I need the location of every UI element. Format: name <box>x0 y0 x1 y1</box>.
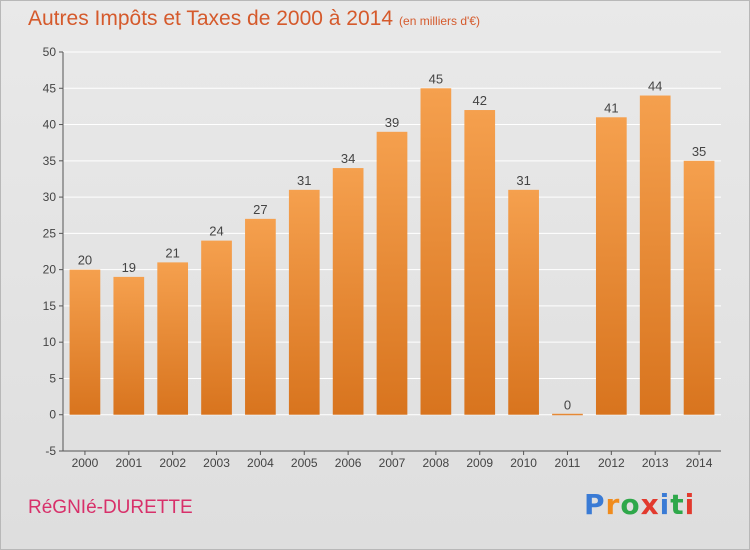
value-label-2001: 19 <box>122 260 136 275</box>
bar-2003 <box>201 240 232 415</box>
x-tick-label-2004: 2004 <box>247 456 274 470</box>
x-tick-label-2009: 2009 <box>466 456 493 470</box>
value-label-2006: 34 <box>341 151 355 166</box>
title-unit: (en milliers d'€) <box>399 14 481 28</box>
x-tick-label-2001: 2001 <box>115 456 142 470</box>
x-tick-label-2011: 2011 <box>555 456 581 470</box>
logo-letter: i <box>659 488 671 521</box>
x-tick-label-2007: 2007 <box>379 456 406 470</box>
value-label-2012: 41 <box>604 100 618 115</box>
x-tick-label-2006: 2006 <box>335 456 362 470</box>
bar-2006 <box>332 168 364 415</box>
y-tick-label: 0 <box>49 408 56 422</box>
x-tick-label-2010: 2010 <box>510 456 537 470</box>
y-tick-label: 40 <box>43 118 57 132</box>
y-tick-label: 10 <box>43 335 57 349</box>
value-label-2008: 45 <box>429 71 443 86</box>
x-tick-label-2008: 2008 <box>423 456 450 470</box>
bar-2005 <box>288 189 320 415</box>
value-label-2000: 20 <box>78 253 92 268</box>
chart-title: Autres Impôts et Taxes de 2000 à 2014 (en… <box>28 7 480 31</box>
logo-letter: x <box>640 488 660 521</box>
value-label-2004: 27 <box>253 202 267 217</box>
bar-2013 <box>639 95 671 415</box>
bar-2002 <box>157 262 189 415</box>
y-tick-label: 45 <box>43 81 57 95</box>
y-tick-label: 35 <box>43 154 57 168</box>
x-tick-label-2005: 2005 <box>291 456 318 470</box>
value-label-2003: 24 <box>209 224 223 239</box>
value-label-2002: 21 <box>165 245 179 260</box>
commune-name: RéGNIé-DURETTE <box>28 497 193 518</box>
bar-2001 <box>113 276 145 415</box>
logo-letter: P <box>584 488 606 521</box>
bar-2004 <box>245 218 276 415</box>
logo-letter: r <box>605 488 621 521</box>
value-label-2011: 0 <box>564 398 571 413</box>
y-tick-label: 20 <box>43 263 57 277</box>
title-text: Autres Impôts et Taxes de 2000 à 2014 <box>28 7 394 30</box>
bar-2011 <box>552 413 583 416</box>
proxiti-logo: Proxiti <box>584 488 695 521</box>
bar-2009 <box>464 110 496 415</box>
logo-letter: i <box>684 488 696 521</box>
value-label-2005: 31 <box>297 173 311 188</box>
bar-2014 <box>683 160 715 415</box>
x-tick-label-2014: 2014 <box>686 456 713 470</box>
value-label-2009: 42 <box>472 93 486 108</box>
logo-letter: t <box>670 488 685 521</box>
x-tick-label-2003: 2003 <box>203 456 230 470</box>
bar-2010 <box>508 189 539 415</box>
bar-2008 <box>420 88 452 415</box>
x-tick-label-2000: 2000 <box>72 456 99 470</box>
y-tick-label: 15 <box>43 299 57 313</box>
value-label-2010: 31 <box>516 173 530 188</box>
x-tick-label-2012: 2012 <box>598 456 625 470</box>
x-tick-label-2013: 2013 <box>642 456 669 470</box>
y-tick-label: 30 <box>43 190 57 204</box>
y-tick-label: -5 <box>45 444 56 458</box>
bar-2007 <box>376 131 408 415</box>
bar-2012 <box>595 117 627 415</box>
bar-2000 <box>69 269 101 415</box>
y-tick-label: 5 <box>49 371 56 385</box>
y-tick-label: 25 <box>43 226 57 240</box>
value-label-2014: 35 <box>692 144 706 159</box>
x-tick-label-2002: 2002 <box>159 456 186 470</box>
y-tick-label: 50 <box>43 45 57 59</box>
value-label-2013: 44 <box>648 79 662 94</box>
value-label-2007: 39 <box>385 115 399 130</box>
logo-letter: o <box>620 488 641 521</box>
